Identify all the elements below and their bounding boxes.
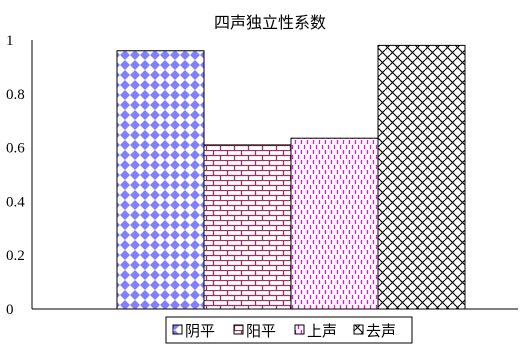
bar-dashes <box>290 137 379 310</box>
legend-swatch <box>294 324 305 335</box>
legend: 阴平 阳平 上声 去声 <box>165 316 413 344</box>
y-tick-label: 0.6 <box>6 141 25 157</box>
legend-label: 阳平 <box>246 322 276 340</box>
y-tick-label: 0.4 <box>6 194 25 210</box>
legend-label: 阴平 <box>185 322 215 340</box>
bars <box>116 44 466 310</box>
legend-label: 去声 <box>366 322 396 340</box>
bar-diamonds <box>116 50 205 310</box>
y-tick-label: 0.2 <box>6 248 25 264</box>
bar-bricks <box>203 144 292 310</box>
y-tick-label: 0.8 <box>6 87 25 103</box>
y-axis: 0 0.2 0.4 0.6 0.8 1 <box>6 33 25 318</box>
legend-label: 上声 <box>307 322 337 340</box>
legend-box <box>165 316 413 344</box>
legend-swatch <box>233 324 244 335</box>
legend-swatch <box>172 324 183 335</box>
y-tick-label: 1 <box>6 33 14 49</box>
legend-swatch <box>353 324 364 335</box>
y-tick-label: 0 <box>6 302 14 318</box>
chart-title: 四声独立性系数 <box>214 13 326 32</box>
bar-weave <box>377 44 466 310</box>
